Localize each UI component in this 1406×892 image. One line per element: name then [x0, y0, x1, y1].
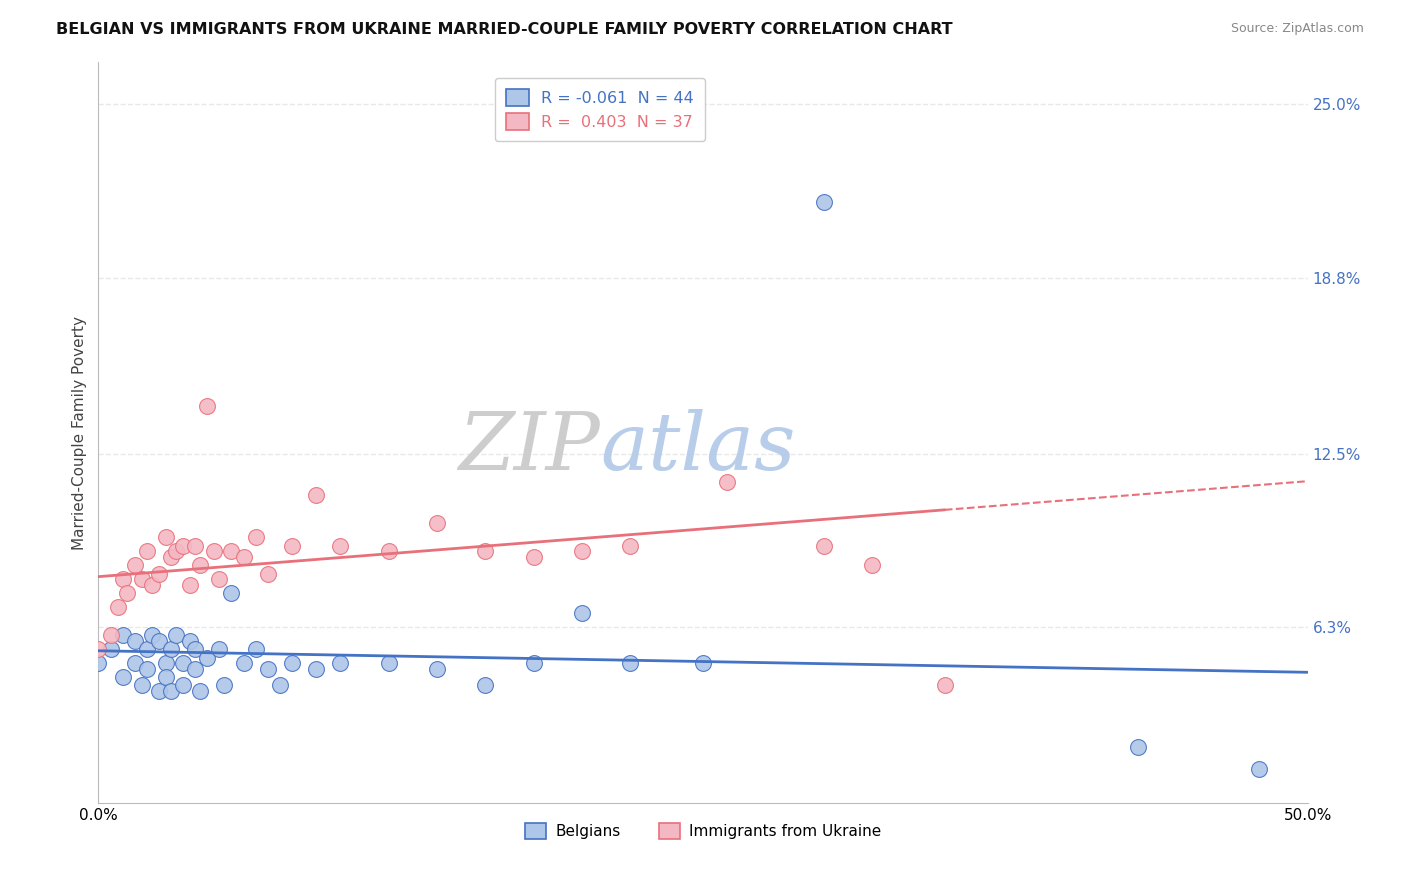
Point: [619, 539, 641, 553]
Point: [692, 656, 714, 670]
Point: [934, 678, 956, 692]
Legend: Belgians, Immigrants from Ukraine: Belgians, Immigrants from Ukraine: [517, 815, 889, 847]
Point: [377, 544, 399, 558]
Point: [165, 628, 187, 642]
Point: [305, 662, 328, 676]
Point: [281, 539, 304, 553]
Point: [256, 662, 278, 676]
Y-axis label: Married-Couple Family Poverty: Married-Couple Family Poverty: [72, 316, 87, 549]
Point: [188, 558, 211, 573]
Point: [212, 678, 235, 692]
Point: [204, 544, 226, 558]
Point: [135, 544, 157, 558]
Point: [184, 662, 207, 676]
Point: [111, 572, 134, 586]
Point: [155, 530, 177, 544]
Point: [135, 642, 157, 657]
Point: [179, 578, 201, 592]
Point: [111, 628, 134, 642]
Point: [474, 678, 496, 692]
Point: [184, 539, 207, 553]
Point: [305, 488, 328, 502]
Point: [131, 572, 153, 586]
Point: [1128, 739, 1150, 754]
Point: [148, 566, 170, 581]
Point: [131, 678, 153, 692]
Text: ZIP: ZIP: [458, 409, 600, 486]
Text: Source: ZipAtlas.com: Source: ZipAtlas.com: [1230, 22, 1364, 36]
Point: [155, 656, 177, 670]
Point: [208, 642, 231, 657]
Point: [619, 656, 641, 670]
Point: [135, 662, 157, 676]
Point: [1249, 762, 1271, 776]
Point: [160, 684, 183, 698]
Point: [377, 656, 399, 670]
Text: BELGIAN VS IMMIGRANTS FROM UKRAINE MARRIED-COUPLE FAMILY POVERTY CORRELATION CHA: BELGIAN VS IMMIGRANTS FROM UKRAINE MARRI…: [56, 22, 953, 37]
Point: [124, 633, 146, 648]
Point: [474, 544, 496, 558]
Point: [172, 678, 194, 692]
Point: [172, 656, 194, 670]
Point: [87, 656, 110, 670]
Point: [426, 662, 449, 676]
Point: [813, 539, 835, 553]
Point: [269, 678, 291, 692]
Point: [860, 558, 883, 573]
Point: [100, 628, 122, 642]
Point: [221, 544, 243, 558]
Point: [111, 670, 134, 684]
Point: [100, 642, 122, 657]
Point: [256, 566, 278, 581]
Point: [195, 650, 218, 665]
Point: [245, 530, 267, 544]
Point: [523, 549, 546, 564]
Point: [160, 642, 183, 657]
Point: [716, 475, 738, 489]
Point: [160, 549, 183, 564]
Point: [208, 572, 231, 586]
Point: [155, 670, 177, 684]
Point: [117, 586, 139, 600]
Point: [165, 544, 187, 558]
Point: [813, 195, 835, 210]
Point: [571, 544, 593, 558]
Point: [232, 656, 254, 670]
Point: [221, 586, 243, 600]
Point: [184, 642, 207, 657]
Point: [523, 656, 546, 670]
Point: [124, 656, 146, 670]
Point: [107, 600, 129, 615]
Point: [179, 633, 201, 648]
Point: [141, 628, 163, 642]
Point: [188, 684, 211, 698]
Point: [329, 656, 352, 670]
Point: [87, 642, 110, 657]
Point: [329, 539, 352, 553]
Point: [124, 558, 146, 573]
Point: [232, 549, 254, 564]
Point: [245, 642, 267, 657]
Point: [195, 399, 218, 413]
Point: [148, 684, 170, 698]
Point: [571, 606, 593, 620]
Point: [281, 656, 304, 670]
Point: [141, 578, 163, 592]
Point: [148, 633, 170, 648]
Text: atlas: atlas: [600, 409, 796, 486]
Point: [172, 539, 194, 553]
Point: [426, 516, 449, 531]
